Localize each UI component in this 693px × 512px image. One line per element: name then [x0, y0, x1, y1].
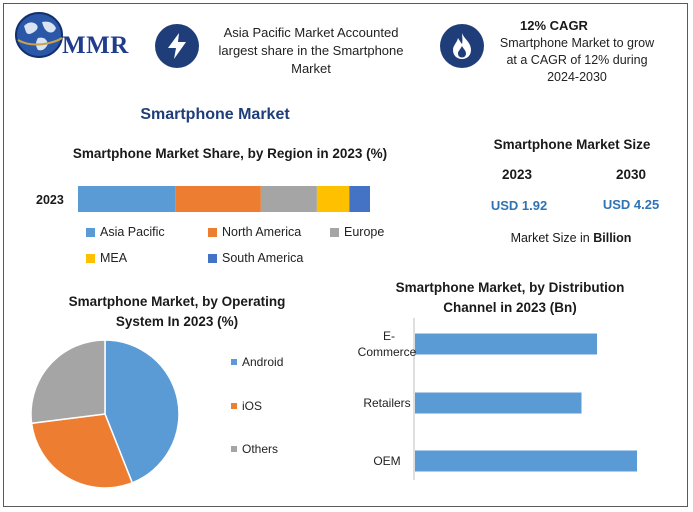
- legend-swatch: [86, 253, 95, 263]
- channel-bar-chart: E- Commerce Retailers OEM: [358, 318, 637, 480]
- bar-segment-south-america: [349, 186, 370, 212]
- legend-item-others: Others: [231, 442, 278, 456]
- channel-chart-title: Smartphone Market, by Distribution Chann…: [395, 280, 625, 315]
- bar-segment-europe: [260, 186, 317, 212]
- market-size-value-2030: USD 4.25: [602, 197, 660, 212]
- market-size-note: Market Size in Billion: [484, 231, 658, 245]
- main-title: Smartphone Market: [140, 106, 290, 123]
- os-legend: Android iOS Others: [231, 355, 321, 465]
- market-size-value-2023: USD 1.92: [490, 198, 548, 213]
- cagr-title: 12% CAGR: [520, 18, 588, 33]
- market-size-year-2030: 2030: [615, 167, 647, 182]
- legend-swatch: [330, 227, 339, 237]
- flame-icon: [453, 33, 471, 59]
- legend-swatch: [231, 446, 237, 452]
- legend-item-mea: MEA: [86, 251, 127, 265]
- pie-slice-ios: [30, 413, 134, 489]
- legend-label: Asia Pacific: [100, 225, 165, 239]
- logo-text: MMR: [62, 32, 129, 59]
- channel-category-label: Commerce: [358, 345, 417, 359]
- channel-category-label: Retailers: [363, 396, 410, 410]
- market-size-year-2023: 2023: [501, 167, 533, 182]
- legend-item-android: Android: [231, 355, 283, 369]
- region-chart-category-label: 2023: [36, 193, 64, 207]
- os-chart-title: Smartphone Market, by Operating System I…: [68, 294, 286, 329]
- os-pie-chart: [30, 339, 180, 489]
- legend-item-ios: iOS: [231, 399, 262, 413]
- market-size-note-prefix: Market Size in: [510, 231, 594, 245]
- legend-label: South America: [222, 251, 304, 265]
- pie-slice-others: [30, 339, 106, 425]
- mmr-logo: MMR: [14, 10, 142, 60]
- channel-bar-retailers: [415, 392, 582, 414]
- market-size-note-unit: Billion: [593, 231, 632, 245]
- pie-slice-android: [104, 339, 180, 484]
- header-box-2-text: Smartphone Market to grow at a CAGR of 1…: [499, 36, 655, 84]
- channel-bar-e-commerce: [415, 333, 598, 355]
- header-icon-circle-1: [155, 24, 199, 68]
- lightning-bolt-icon: [168, 33, 186, 59]
- channel-category-label: E-: [383, 329, 395, 343]
- bar-segment-asia-pacific: [78, 186, 176, 212]
- infographic-frame: [3, 3, 688, 507]
- channel-bar-oem: [415, 450, 637, 472]
- legend-swatch: [231, 403, 237, 409]
- legend-swatch: [231, 359, 237, 365]
- legend-item-asia-pacific: Asia Pacific: [86, 225, 165, 239]
- legend-label: iOS: [242, 399, 263, 413]
- legend-label: North America: [222, 225, 302, 239]
- legend-item-south-america: South America: [208, 251, 303, 265]
- legend-swatch: [208, 227, 217, 237]
- market-size-title: Smartphone Market Size: [493, 137, 651, 152]
- legend-swatch: [86, 227, 95, 237]
- legend-label: Europe: [344, 225, 385, 239]
- header-icon-circle-2: [440, 24, 484, 68]
- region-legend: Asia Pacific North America Europe MEA So…: [86, 225, 396, 269]
- legend-label: Android: [242, 355, 284, 369]
- globe-icon: [15, 12, 63, 58]
- legend-label: Others: [242, 442, 279, 456]
- region-stacked-bar-chart: [78, 186, 370, 212]
- legend-item-north-america: North America: [208, 225, 301, 239]
- legend-item-europe: Europe: [330, 225, 384, 239]
- legend-swatch: [208, 253, 217, 263]
- region-chart-title: Smartphone Market Share, by Region in 20…: [72, 146, 388, 161]
- header-box-1-text: Asia Pacific Market Accounted largest sh…: [218, 25, 404, 76]
- legend-label: MEA: [100, 251, 128, 265]
- channel-category-label: OEM: [373, 454, 400, 468]
- bar-segment-north-america: [175, 186, 261, 212]
- bar-segment-mea: [316, 186, 350, 212]
